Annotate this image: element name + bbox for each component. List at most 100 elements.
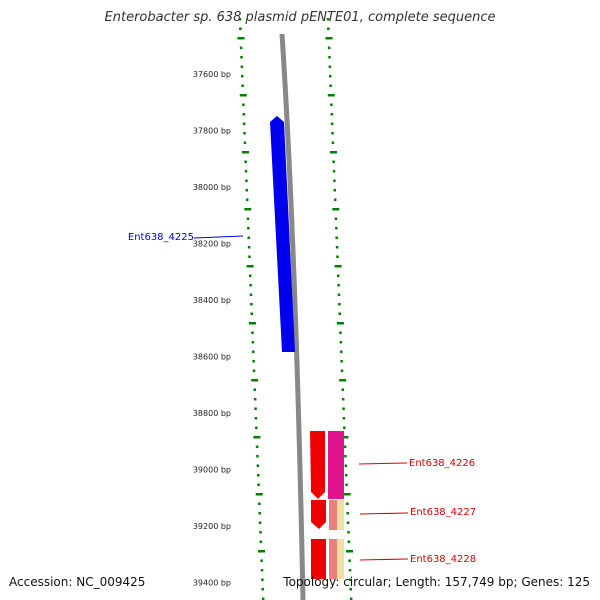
position-label: 38400 bp xyxy=(193,296,231,305)
tick-dot xyxy=(349,578,352,581)
tick-marks xyxy=(237,18,353,600)
tick-major xyxy=(248,322,256,325)
gene-arrow[interactable] xyxy=(311,500,326,529)
tick-dot xyxy=(335,236,338,239)
tick-dot xyxy=(326,18,330,21)
tick-dot xyxy=(249,293,253,296)
tick-dot xyxy=(328,65,332,68)
position-label: 38600 bp xyxy=(193,353,231,362)
gene-arrow[interactable] xyxy=(310,431,325,499)
tick-dot xyxy=(246,217,250,220)
tick-dot xyxy=(248,255,251,258)
tick-dot xyxy=(333,189,337,192)
tick-dot xyxy=(239,46,243,49)
tick-dot xyxy=(256,455,259,458)
tick-dot xyxy=(343,445,347,448)
tick-major xyxy=(246,265,254,268)
tick-dot xyxy=(247,227,250,230)
tick-dot xyxy=(342,417,346,420)
tick-dot xyxy=(339,341,343,344)
tick-major xyxy=(242,151,250,154)
backbone-line xyxy=(279,33,306,600)
tick-dot xyxy=(339,331,342,334)
position-label: 37600 bp xyxy=(193,70,231,79)
tick-dot xyxy=(346,521,350,524)
tick-major xyxy=(339,379,347,382)
gene-ent638-4226[interactable] xyxy=(310,431,344,499)
tick-dot xyxy=(333,198,337,201)
gene-ent638-4228[interactable] xyxy=(311,539,344,579)
gene-label[interactable]: Ent638_4227 xyxy=(410,507,476,518)
tick-dot xyxy=(260,559,263,562)
tick-dot xyxy=(238,18,242,21)
feature-block xyxy=(337,500,344,530)
position-label: 38800 bp xyxy=(193,409,231,418)
tick-dot xyxy=(342,407,345,410)
gene-label[interactable]: Ent638_4225 xyxy=(128,232,194,243)
tick-dot xyxy=(337,284,340,287)
tick-dot xyxy=(336,255,339,258)
gene-arrow[interactable] xyxy=(311,539,326,579)
tick-dot xyxy=(341,398,345,401)
tick-dot xyxy=(346,502,349,505)
tick-dot xyxy=(258,521,262,524)
tick-dot xyxy=(340,350,343,353)
tick-dot xyxy=(340,360,343,363)
tick-dot xyxy=(335,246,339,249)
gene-label-line xyxy=(358,462,408,465)
tick-dot xyxy=(332,170,336,173)
tick-dot xyxy=(256,464,260,467)
tick-dot xyxy=(328,56,331,59)
tick-dot xyxy=(331,132,334,135)
tick-major xyxy=(327,94,335,97)
tick-major xyxy=(325,37,333,40)
tick-dot xyxy=(329,84,332,87)
tick-dot xyxy=(260,569,264,572)
tick-dot xyxy=(240,65,244,68)
tick-dot xyxy=(344,464,348,467)
tick-dot xyxy=(348,559,351,562)
tick-dot xyxy=(241,84,244,87)
position-label: 38000 bp xyxy=(193,183,231,192)
tick-dot xyxy=(251,341,255,344)
tick-major xyxy=(255,493,263,496)
tick-dot xyxy=(245,189,249,192)
tick-dot xyxy=(348,569,352,572)
tick-dot xyxy=(247,236,250,239)
tick-major xyxy=(332,208,340,211)
tick-dot xyxy=(337,293,341,296)
tick-dot xyxy=(347,531,350,534)
tick-major xyxy=(237,37,245,40)
tick-major xyxy=(239,94,247,97)
position-label: 38200 bp xyxy=(193,240,231,249)
tick-dot xyxy=(333,179,336,182)
tick-major xyxy=(258,550,265,553)
gene-label[interactable]: Ent638_4228 xyxy=(410,554,476,565)
tick-dot xyxy=(255,445,259,448)
feature-block xyxy=(337,539,344,579)
tick-major xyxy=(244,208,252,211)
gene-ent638-4225[interactable] xyxy=(270,116,295,352)
tick-dot xyxy=(332,160,335,163)
tick-dot xyxy=(242,122,246,125)
tick-dot xyxy=(347,540,351,543)
tick-dot xyxy=(338,303,341,306)
tick-dot xyxy=(338,312,341,315)
tick-dot xyxy=(245,179,248,182)
position-label: 39000 bp xyxy=(193,466,231,475)
tick-dot xyxy=(346,512,349,515)
tick-dot xyxy=(252,350,255,353)
gene-labels: Ent638_4225 Ent638_4226 Ent638_4227 Ent638_… xyxy=(128,232,476,565)
gene-label-line xyxy=(359,512,409,515)
gene-label[interactable]: Ent638_4226 xyxy=(409,458,475,469)
tick-dot xyxy=(259,540,263,543)
tick-dot xyxy=(330,113,334,116)
tick-dot xyxy=(261,588,265,591)
gene-ent638-4227[interactable] xyxy=(311,500,344,530)
gene-arrow[interactable] xyxy=(270,116,295,352)
tick-dot xyxy=(327,46,331,49)
tick-dot xyxy=(252,360,255,363)
position-label: 39200 bp xyxy=(193,522,231,531)
tick-dot xyxy=(336,274,340,277)
